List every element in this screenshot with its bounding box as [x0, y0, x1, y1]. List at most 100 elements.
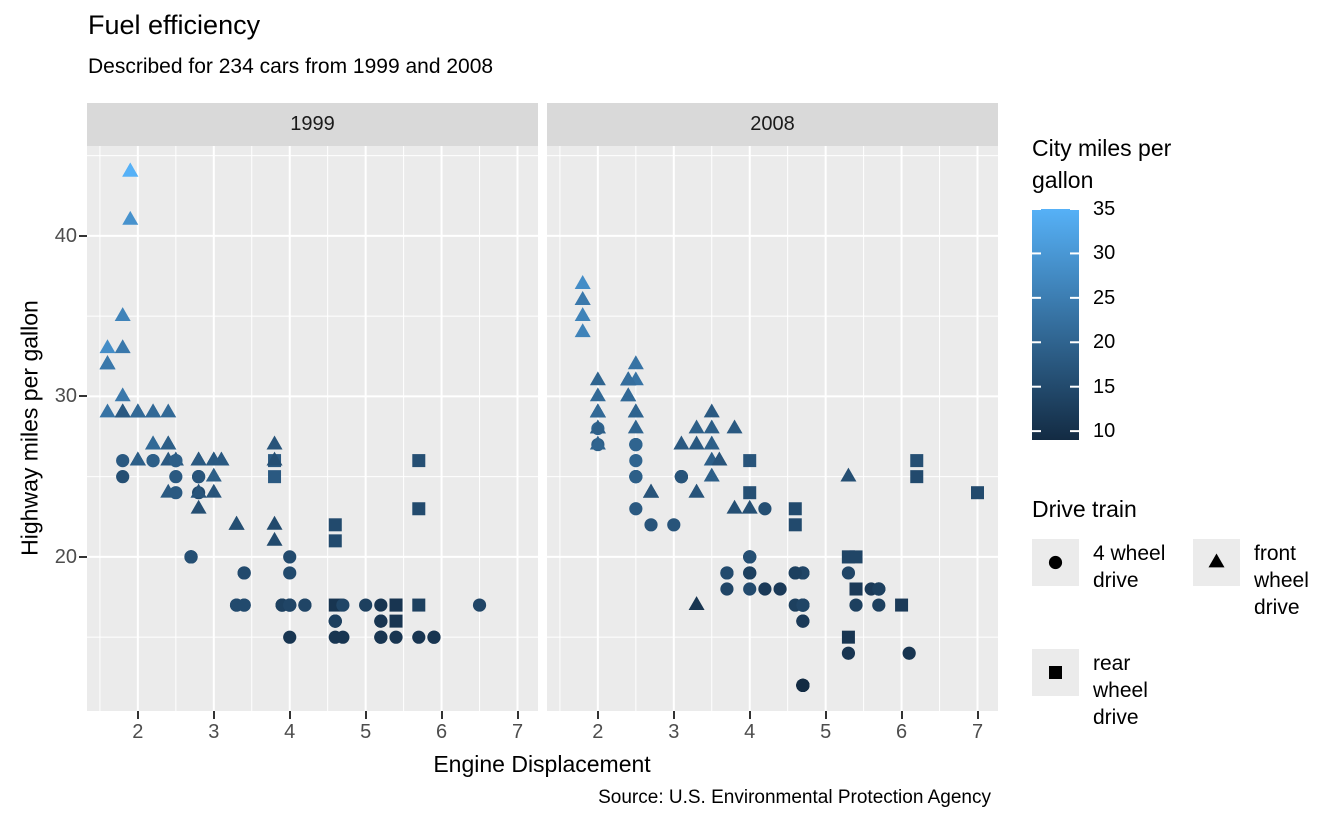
- data-point: [574, 291, 591, 305]
- data-point: [205, 467, 222, 482]
- data-point: [160, 403, 177, 418]
- data-point: [788, 518, 802, 532]
- data-point: [146, 454, 160, 468]
- data-point: [190, 451, 207, 466]
- data-point: [895, 598, 909, 612]
- data-point: [228, 515, 245, 530]
- data-point: [266, 515, 283, 530]
- facet-strip-label: 2008: [750, 113, 795, 135]
- data-point: [703, 467, 720, 482]
- data-point: [184, 550, 198, 564]
- data-point: [743, 566, 757, 580]
- facet-strip-1999: 1999: [87, 103, 538, 146]
- legend-key-rear-wheel: [1032, 649, 1079, 696]
- data-point: [910, 470, 924, 484]
- data-point: [283, 550, 297, 564]
- data-point: [359, 598, 373, 612]
- x-tick-mark: [672, 711, 675, 719]
- data-point: [788, 566, 802, 580]
- data-point: [627, 355, 644, 370]
- data-point: [389, 614, 403, 628]
- data-point: [971, 486, 984, 500]
- x-tick-mark: [440, 711, 443, 719]
- y-axis-title: Highway miles per gallon: [16, 300, 43, 556]
- data-point: [283, 566, 297, 580]
- data-point: [620, 387, 637, 402]
- data-point: [114, 387, 131, 402]
- x-tick-label: 6: [896, 721, 908, 743]
- data-point: [589, 435, 606, 450]
- plot-subtitle: Described for 234 cars from 1999 and 200…: [88, 55, 494, 78]
- data-point: [796, 614, 810, 628]
- data-point: [629, 454, 643, 468]
- data-point: [374, 614, 388, 628]
- x-tick-label: 4: [284, 721, 296, 743]
- data-point: [796, 598, 810, 612]
- data-point: [472, 598, 487, 612]
- colorbar-tick-label: 10: [1093, 420, 1116, 443]
- data-point: [644, 518, 658, 532]
- data-point: [169, 470, 183, 484]
- circle-key-icon: [1048, 555, 1063, 570]
- data-point: [703, 419, 720, 434]
- data-point: [902, 646, 916, 660]
- data-point: [205, 483, 222, 498]
- data-point: [688, 483, 705, 498]
- data-point: [99, 403, 116, 418]
- x-tick-mark: [900, 711, 903, 719]
- x-tick-mark: [212, 711, 215, 719]
- x-tick-label: 2: [132, 721, 144, 743]
- data-point: [99, 339, 116, 354]
- x-tick-label: 2: [592, 721, 604, 743]
- data-point: [629, 437, 643, 452]
- square-key-icon: [1049, 666, 1062, 679]
- facet-strip-label: 1999: [290, 113, 335, 135]
- scatter-panel-1999: [87, 146, 538, 711]
- data-point: [629, 502, 643, 516]
- data-point: [726, 499, 743, 514]
- x-axis-title: Engine Displacement: [433, 751, 651, 777]
- data-point: [298, 598, 312, 612]
- plot-title: Fuel efficiency: [88, 10, 261, 40]
- legend-label-front-wheel: front wheel drive: [1254, 542, 1309, 619]
- data-point: [872, 582, 886, 596]
- data-point: [237, 566, 251, 580]
- colorbar-tick-label: 35: [1093, 198, 1116, 220]
- data-point: [169, 454, 183, 468]
- data-point: [190, 483, 207, 498]
- x-tick-mark: [288, 711, 291, 719]
- data-point: [574, 275, 591, 289]
- triangle-key-icon: [1208, 553, 1225, 568]
- data-point: [589, 419, 606, 434]
- y-tick-mark: [79, 234, 87, 237]
- x-tick-mark: [976, 711, 979, 719]
- y-tick-mark: [79, 555, 87, 558]
- data-point: [328, 614, 342, 628]
- colorbar-tick-label: 30: [1093, 242, 1116, 265]
- panel-background: [87, 146, 538, 711]
- data-point: [114, 307, 131, 322]
- legend-label-4wd: 4 wheel drive: [1093, 542, 1166, 592]
- data-point: [574, 307, 591, 322]
- x-tick-mark: [748, 711, 751, 719]
- data-point: [169, 486, 183, 500]
- data-point: [266, 531, 283, 546]
- y-tick-label: 40: [54, 224, 77, 247]
- data-point: [266, 451, 283, 466]
- x-tick-mark: [364, 711, 367, 719]
- data-point: [283, 598, 297, 612]
- data-point: [574, 323, 591, 338]
- colorbar-tick-label: 20: [1093, 331, 1116, 354]
- data-point: [190, 499, 207, 514]
- x-tick-label: 7: [971, 721, 984, 743]
- data-point: [328, 534, 342, 548]
- data-point: [122, 210, 139, 225]
- x-tick-label: 5: [820, 721, 832, 743]
- legend-label-rear-wheel: rear wheel drive: [1093, 652, 1148, 729]
- colorbar: [1032, 209, 1079, 440]
- y-tick-mark: [79, 395, 87, 398]
- data-point: [192, 470, 206, 484]
- data-point: [720, 582, 734, 596]
- plot-caption: Source: U.S. Environmental Protection Ag…: [598, 787, 991, 808]
